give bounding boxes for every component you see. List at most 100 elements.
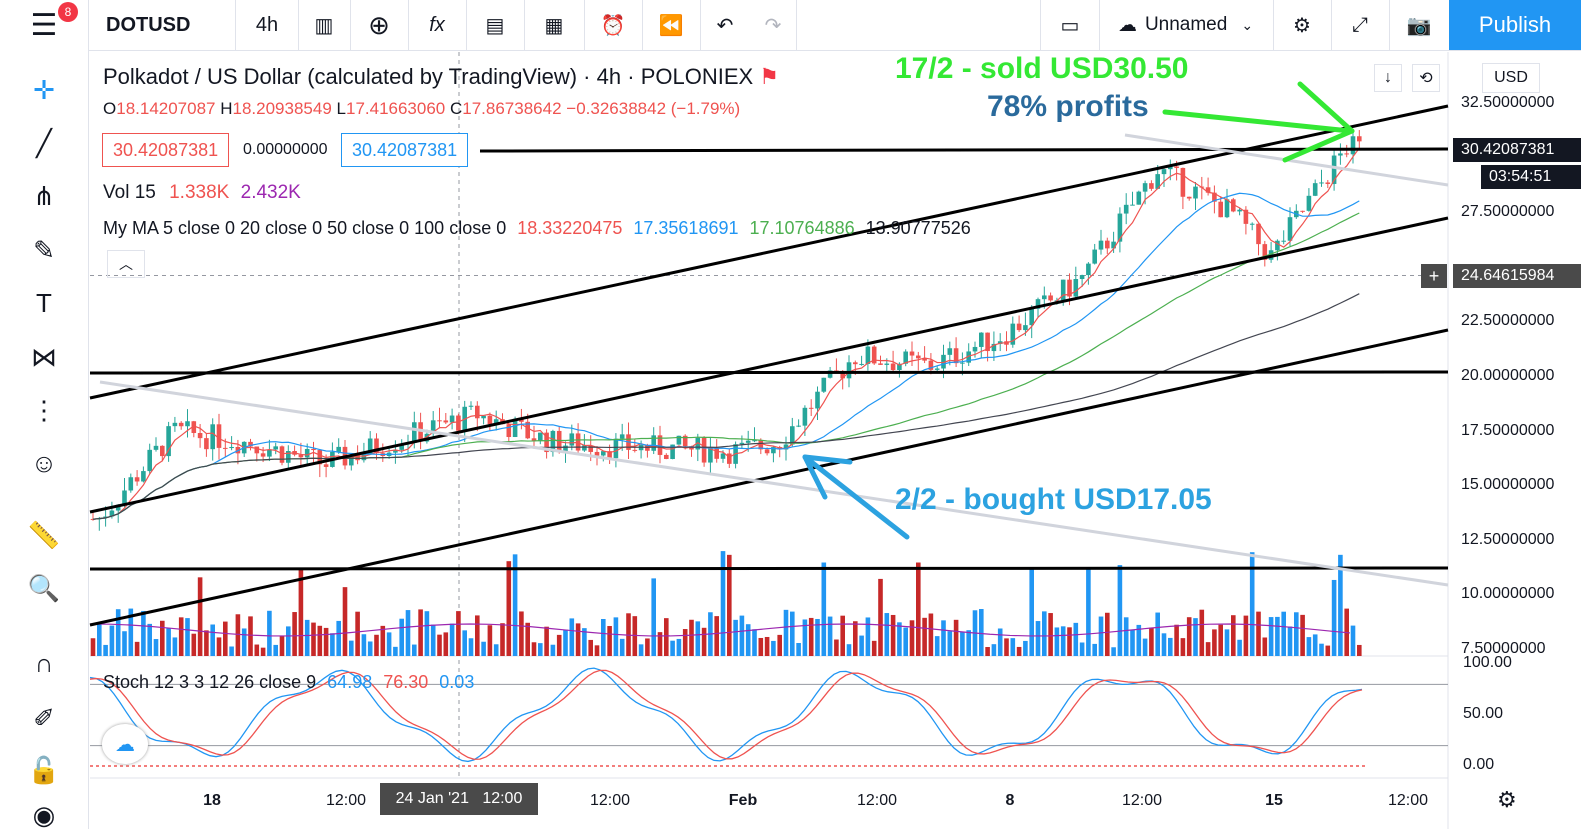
crosshair-icon[interactable]: ✛ xyxy=(33,74,55,105)
candle-body xyxy=(1319,182,1324,184)
menu-button[interactable]: ☰ 8 xyxy=(0,0,89,50)
volume-bar xyxy=(758,637,764,656)
candle-body xyxy=(884,363,890,365)
volume-bar xyxy=(1092,643,1097,656)
candle-body xyxy=(191,421,197,434)
candle-body xyxy=(1105,240,1110,249)
candle-body xyxy=(619,434,625,439)
candle-body xyxy=(506,424,512,438)
candle-body xyxy=(1231,199,1236,212)
candle-body xyxy=(430,420,436,434)
volume-bar xyxy=(1042,611,1047,656)
settings-icon[interactable]: ⚙ xyxy=(1273,0,1332,50)
prediction-icon[interactable]: ⋮ xyxy=(31,394,57,425)
emoji-icon[interactable]: ☺ xyxy=(30,447,58,478)
candle-body xyxy=(361,453,367,461)
pattern-icon[interactable]: ⋈ xyxy=(31,341,57,372)
templates-icon[interactable]: ▦ xyxy=(524,0,585,50)
collapse-legend-button[interactable]: ︿ xyxy=(107,250,145,278)
replay-icon[interactable]: ⏪ xyxy=(642,0,701,50)
fib-icon[interactable]: ⋔ xyxy=(33,180,55,211)
volume-bar xyxy=(550,644,556,656)
volume-bar xyxy=(827,616,833,656)
indicator-add-icon[interactable]: ⊕ xyxy=(350,0,409,50)
volume-bar xyxy=(468,638,474,656)
stoch-axis-label: 50.00 xyxy=(1463,705,1504,722)
volume-bar xyxy=(997,628,1003,656)
candle-body xyxy=(1073,279,1079,297)
volume-bar xyxy=(682,629,688,656)
buy-button[interactable]: 30.42087381 xyxy=(341,133,469,167)
volume-bar xyxy=(248,616,253,656)
fullscreen-icon[interactable]: ⤢ xyxy=(1331,0,1390,50)
volume-bar xyxy=(1105,612,1110,656)
time-axis-settings-icon[interactable]: ⚙ xyxy=(1497,787,1517,812)
volume-bar xyxy=(1338,554,1343,656)
candles-icon[interactable]: ▥ xyxy=(298,0,351,50)
text-icon[interactable]: T xyxy=(36,287,52,318)
candle-body xyxy=(1067,279,1072,297)
volume-bar xyxy=(178,617,184,656)
layout-icon[interactable]: ▭ xyxy=(1040,0,1100,50)
fx-icon[interactable]: fx xyxy=(408,0,467,50)
redo-icon[interactable]: ↷ xyxy=(750,0,797,50)
auto-scale-icon[interactable]: ⟲ xyxy=(1412,64,1440,92)
candle-body xyxy=(563,445,568,453)
volume-bar xyxy=(216,637,222,656)
volume-bar xyxy=(834,639,839,656)
brush-icon[interactable]: ✎ xyxy=(33,234,55,265)
stoch-axis-label: 100.00 xyxy=(1463,654,1512,671)
lock-icon[interactable]: 🔓 xyxy=(27,754,61,785)
volume-bar xyxy=(141,610,146,656)
volume-bar xyxy=(909,620,915,656)
volume-bar xyxy=(1067,627,1072,656)
volume-bar xyxy=(720,551,726,656)
volume-bar xyxy=(191,633,197,656)
trendline-icon[interactable]: ╱ xyxy=(36,127,52,158)
add-alert-plus-icon[interactable]: + xyxy=(1421,264,1447,288)
volume-bar xyxy=(1268,617,1274,656)
stoch-axis-label: 0.00 xyxy=(1463,756,1495,773)
candle-body xyxy=(115,504,121,511)
zoom-in-icon[interactable]: 🔍 xyxy=(27,572,61,603)
ruler-icon[interactable]: 📏 xyxy=(27,519,61,550)
volume-bar xyxy=(947,631,953,656)
volume-bar xyxy=(771,640,776,656)
volume-bar xyxy=(197,577,203,656)
candle-body xyxy=(1079,275,1085,280)
symbol-title: Polkadot / US Dollar (calculated by Trad… xyxy=(103,64,578,89)
volume-bar xyxy=(1029,568,1034,656)
candle-body xyxy=(109,510,115,517)
publish-button[interactable]: Publish xyxy=(1449,0,1581,50)
candle-body xyxy=(267,449,272,457)
volume-bar xyxy=(1199,609,1205,656)
candle-body xyxy=(374,438,379,454)
layout-name-button[interactable]: ☁ Unnamed ⌄ xyxy=(1098,0,1274,50)
scroll-down-icon[interactable]: ↓ xyxy=(1374,64,1402,92)
sell-button[interactable]: 30.42087381 xyxy=(102,133,230,167)
candle-body xyxy=(355,455,360,461)
currency-button[interactable]: USD xyxy=(1482,63,1540,93)
volume-bar xyxy=(115,609,121,656)
volume-bar xyxy=(808,617,814,656)
volume-bar xyxy=(752,629,757,656)
volume-bar xyxy=(928,613,934,656)
volume-bar xyxy=(1155,612,1160,656)
eye-icon[interactable]: ◉ xyxy=(32,799,56,830)
stay-drawing-icon[interactable]: ✐ xyxy=(33,702,55,733)
candle-body xyxy=(1130,204,1135,206)
magnet-icon[interactable]: ∩ xyxy=(34,647,54,678)
volume-bar xyxy=(323,627,329,656)
candle-body xyxy=(248,441,253,447)
interval-button[interactable]: 4h xyxy=(236,0,299,50)
undo-icon[interactable]: ↶ xyxy=(716,14,734,37)
candle-body xyxy=(468,405,474,407)
candle-body xyxy=(1086,263,1091,276)
current-price-tag: 30.42087381 xyxy=(1453,138,1581,162)
volume-bar xyxy=(897,622,902,656)
alert-icon[interactable]: ⏰ xyxy=(584,0,643,50)
symbol-search[interactable]: DOTUSD xyxy=(88,0,236,50)
candle-body xyxy=(178,422,184,427)
compare-icon[interactable]: ▤ xyxy=(466,0,525,50)
